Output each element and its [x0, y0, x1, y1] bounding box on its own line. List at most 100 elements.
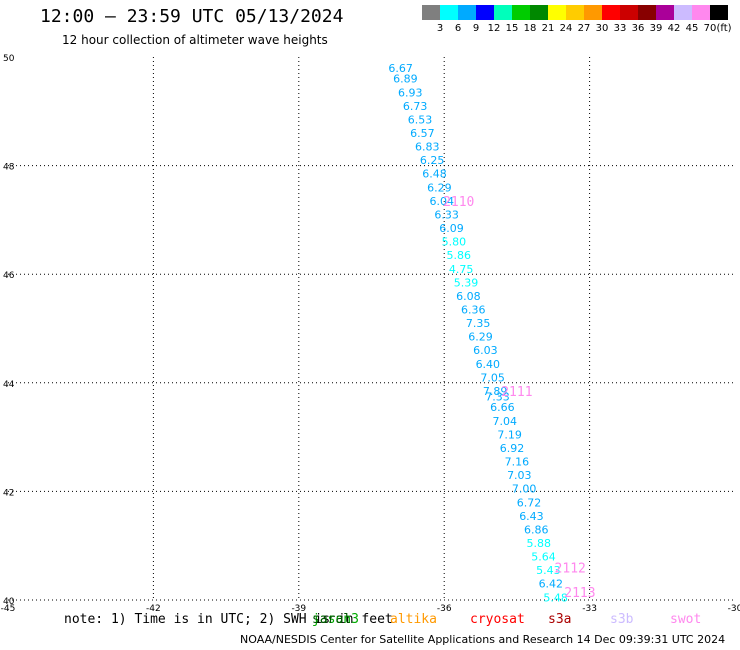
wave-height-point: 5.39 [454, 276, 479, 289]
track-time-label: 2112 [555, 561, 586, 576]
legend-swatch [692, 5, 710, 20]
lat-tick-label: 42 [3, 488, 14, 498]
footer-credit: NOAA/NESDIS Center for Satellite Applica… [240, 633, 726, 646]
wave-height-point: 6.40 [476, 358, 501, 371]
legend-swatch [602, 5, 620, 20]
color-legend: 3 6 9 12 15 18 21 24 27 30 33 36 39 42 45 70 (ft) [422, 5, 732, 34]
satellite-saral: saral [312, 612, 352, 627]
legend-swatch [512, 5, 530, 20]
wave-height-point: 7.00 [512, 483, 537, 496]
wave-height-point: 7.89 [483, 385, 508, 398]
wave-height-point: 5.80 [442, 236, 467, 249]
legend-label: 9 [473, 23, 479, 34]
wave-height-point: 5.43 [536, 564, 561, 577]
wave-height-point: 4.75 [449, 263, 474, 276]
track-time-label: 2113 [564, 586, 595, 601]
wave-height-point: 6.08 [456, 290, 481, 303]
legend-swatch [710, 5, 728, 20]
wave-height-point: 6.66 [490, 401, 515, 414]
legend-label: 27 [578, 23, 591, 34]
lat-tick-label: 40 [3, 597, 15, 607]
legend-label: 36 [632, 23, 645, 34]
legend-swatch [620, 5, 638, 20]
legend-label: 39 [650, 23, 663, 34]
wave-height-point: 7.19 [497, 428, 522, 441]
page-title: 12:00 – 23:59 UTC 05/13/2024 [40, 6, 344, 27]
wave-height-point: 6.93 [398, 86, 423, 99]
track-time-labels: 2110 2111 2112 2113 [443, 195, 595, 601]
wave-height-point: 7.05 [480, 371, 505, 384]
wave-height-point: 7.33 [485, 390, 510, 403]
wave-height-point: 6.83 [415, 141, 440, 154]
wave-height-point: 5.86 [446, 249, 471, 262]
wave-height-point: 5.64 [531, 551, 556, 564]
wave-height-point: 7.03 [507, 469, 532, 482]
wave-height-point: 6.43 [519, 510, 544, 523]
lon-tick-label: -42 [146, 604, 161, 614]
wave-height-point: 5.88 [526, 537, 551, 550]
legend-label: 21 [542, 23, 555, 34]
satellite-swot: swot [670, 612, 702, 627]
lon-tick-label: -39 [291, 604, 306, 614]
wave-height-point: 5.48 [543, 591, 568, 604]
legend-swatch [530, 5, 548, 20]
legend-swatch [656, 5, 674, 20]
wave-height-point: 6.25 [420, 154, 445, 167]
page-subtitle: 12 hour collection of altimeter wave hei… [62, 33, 328, 47]
track-time-label: 2111 [501, 385, 532, 400]
legend-swatch [494, 5, 512, 20]
wave-height-point: 6.09 [439, 222, 464, 235]
satellite-altika: altika [390, 612, 437, 627]
satellite-s3b: s3b [610, 612, 634, 627]
legend-label: 42 [668, 23, 681, 34]
wave-height-point: 6.67 [388, 62, 413, 75]
lon-tick-label: -36 [437, 604, 452, 614]
wave-height-point: 7.35 [466, 317, 491, 330]
legend-label: 70 [704, 23, 717, 34]
wave-height-point: 6.29 [427, 181, 452, 194]
wave-height-point: 6.86 [524, 523, 549, 536]
lat-tick-label: 46 [3, 271, 15, 281]
legend-swatch [476, 5, 494, 20]
legend-label: 18 [524, 23, 537, 34]
axis-labels: -45 -42 -39 -36 -33 -30 50 48 46 44 42 40 [1, 54, 740, 614]
wave-height-point: 6.03 [473, 344, 498, 357]
grid-lines [8, 57, 735, 601]
wave-height-point: 6.36 [461, 303, 486, 316]
lat-tick-label: 48 [3, 163, 15, 173]
legend-label: 3 [437, 23, 443, 34]
lat-tick-label: 50 [3, 54, 15, 64]
legend-swatch [458, 5, 476, 20]
legend-label: (ft) [716, 23, 731, 34]
wave-height-point: 6.72 [517, 496, 542, 509]
wave-height-point: 6.73 [403, 100, 428, 113]
satellite-jason3: jason3 [312, 612, 359, 627]
legend-label: 12 [488, 23, 501, 34]
wave-height-point: 7.16 [505, 456, 530, 469]
wave-height-labels: 6.676.896.936.736.536.576.836.256.486.29… [388, 62, 568, 604]
legend-label: 24 [560, 23, 573, 34]
lat-tick-label: 44 [3, 380, 15, 390]
wave-height-point: 6.42 [539, 578, 564, 591]
legend-swatch [566, 5, 584, 20]
legend-label: 45 [686, 23, 699, 34]
wave-height-point: 6.89 [393, 73, 418, 86]
satellite-cryosat: cryosat [470, 612, 525, 627]
lon-tick-label: -45 [1, 604, 16, 614]
legend-swatch [638, 5, 656, 20]
legend-label: 33 [614, 23, 627, 34]
wave-height-point: 6.33 [434, 208, 459, 221]
wave-height-point: 6.29 [468, 331, 493, 344]
legend-swatch [440, 5, 458, 20]
lon-tick-label: -30 [728, 604, 740, 614]
track-time-label: 2110 [443, 195, 474, 210]
legend-label: 30 [596, 23, 609, 34]
legend-swatch [674, 5, 692, 20]
wave-height-point: 6.48 [422, 168, 447, 181]
legend-swatch [584, 5, 602, 20]
wave-height-point: 6.04 [430, 195, 455, 208]
legend-label: 6 [455, 23, 461, 34]
legend-label: 15 [506, 23, 519, 34]
legend-swatch [548, 5, 566, 20]
